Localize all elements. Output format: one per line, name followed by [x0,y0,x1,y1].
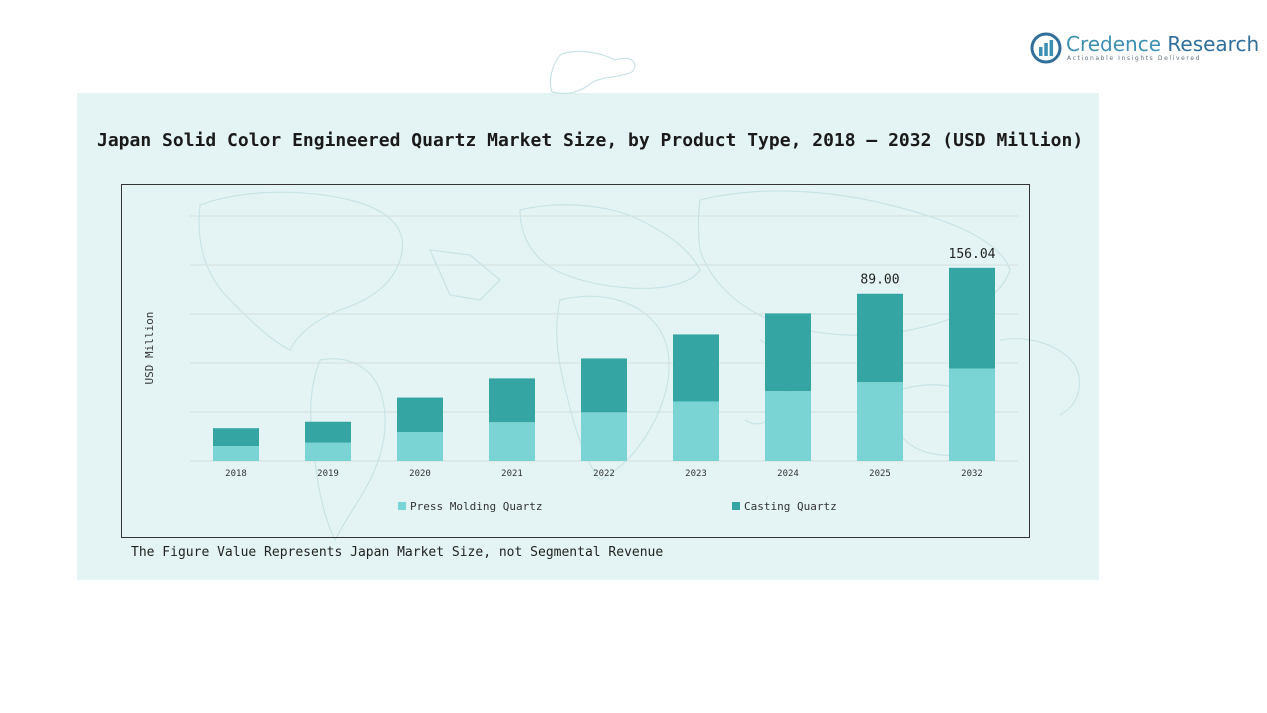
bar-casting-2018 [213,428,259,447]
x-tick-label-2025: 2025 [869,469,891,479]
plot-frame [121,184,1030,538]
bar-casting-2025 [857,293,903,383]
x-tick-label-2024: 2024 [777,469,799,479]
chart-title: Japan Solid Color Engineered Quartz Mark… [97,130,1084,151]
x-tick-label-2032: 2032 [961,469,983,479]
legend-label-casting: Casting Quartz [744,500,837,513]
x-tick-label-2019: 2019 [317,469,339,479]
bar-press-molding-2020 [397,432,443,461]
bar-press-molding-2032 [949,368,995,461]
bar-chart-circle-icon [1030,32,1062,64]
brand-name-part2: Research [1167,32,1260,56]
data-label-2032: 156.04 [949,247,996,262]
bar-casting-2020 [397,397,443,433]
brand-name-part1: Credence [1066,32,1162,56]
bar-casting-2023 [673,334,719,402]
bar-press-molding-2024 [765,391,811,461]
bar-press-molding-2023 [673,401,719,461]
brand-name: Credence Research [1066,32,1259,56]
legend-label-press-molding: Press Molding Quartz [410,500,543,513]
bar-casting-2021 [489,378,535,423]
brand-logo: Credence Research Actionable Insights De… [1030,30,1259,70]
bar-casting-2022 [581,358,627,413]
legend-item-press-molding: Press Molding Quartz [398,500,542,513]
x-tick-label-2018: 2018 [225,469,247,479]
bar-press-molding-2021 [489,422,535,461]
brand-tagline: Actionable Insights Delivered [1067,55,1202,62]
legend-item-casting: Casting Quartz [732,500,837,513]
bar-casting-2032 [949,267,995,369]
bar-casting-2024 [765,313,811,392]
bar-press-molding-2022 [581,412,627,461]
footnote: The Figure Value Represents Japan Market… [131,545,664,560]
bar-casting-2019 [305,421,351,443]
x-tick-label-2021: 2021 [501,469,523,479]
bar-press-molding-2025 [857,382,903,461]
legend-swatch-press-molding [398,502,406,510]
x-tick-label-2023: 2023 [685,469,707,479]
x-tick-label-2022: 2022 [593,469,615,479]
bar-press-molding-2018 [213,446,259,461]
bar-press-molding-2019 [305,442,351,461]
data-label-2025: 89.00 [860,273,899,288]
x-tick-label-2020: 2020 [409,469,431,479]
legend-swatch-casting [732,502,740,510]
